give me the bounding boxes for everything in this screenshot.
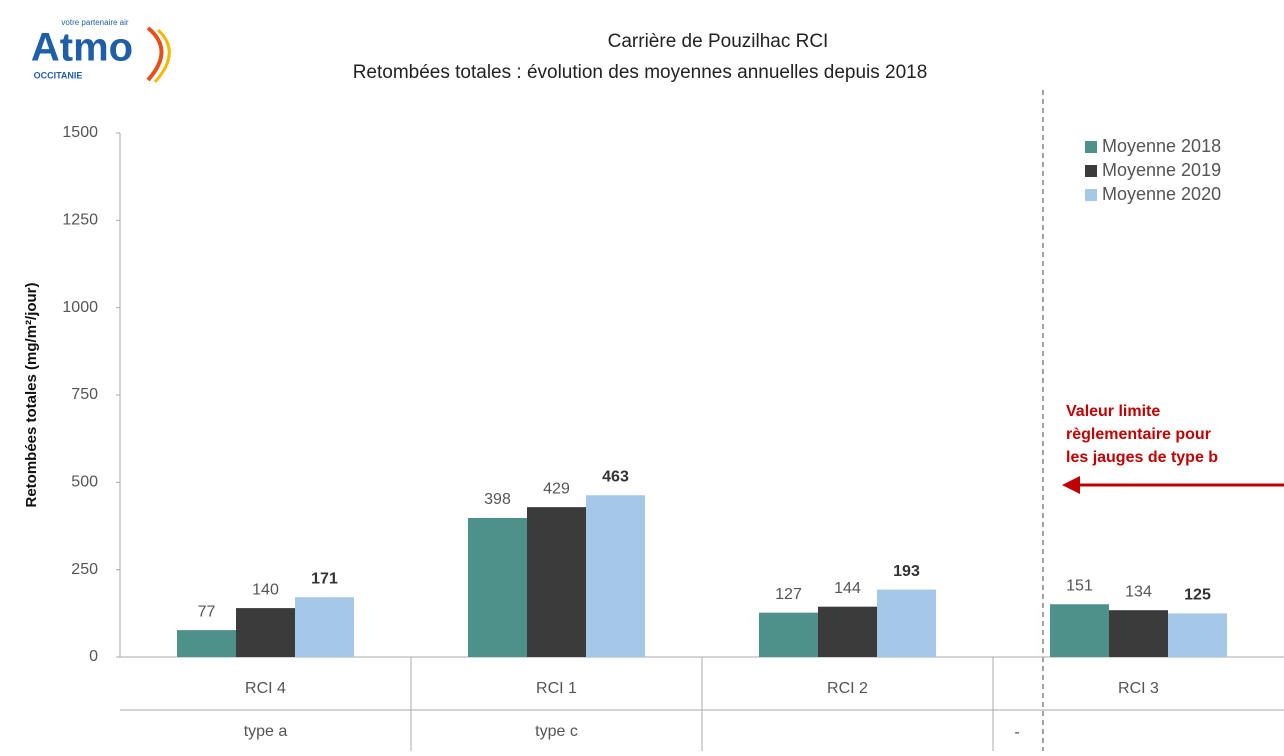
bar: [468, 517, 527, 657]
bar: [527, 507, 586, 657]
data-label: 193: [893, 563, 920, 580]
data-label: 77: [198, 603, 216, 620]
annotation: Valeur limite: [1066, 403, 1160, 420]
logo-region: OCCITANIE: [34, 70, 83, 80]
legend-label: Moyenne 2018: [1102, 136, 1221, 156]
bar: [236, 608, 295, 657]
x-sub-label: type a: [244, 723, 288, 740]
y-tick-label: 1250: [62, 212, 98, 229]
note: -: [1014, 724, 1019, 741]
y-tick-label: 1500: [62, 124, 98, 141]
x-tick-label: RCI 4: [245, 680, 286, 697]
chart-title: Carrière de Pouzilhac RCI: [608, 31, 829, 52]
data-label: 398: [484, 491, 511, 508]
bar: [1050, 604, 1109, 657]
y-tick-label: 750: [71, 386, 98, 403]
annotation: règlementaire pour: [1066, 426, 1211, 443]
annotation: les jauges de type b: [1066, 449, 1218, 466]
logo-arc: [153, 28, 171, 84]
x-tick-label: RCI 1: [536, 680, 577, 697]
legend-swatch: [1085, 189, 1097, 201]
logo-name: Atmo: [31, 26, 133, 70]
x-sub-label: type c: [535, 723, 578, 740]
logo-tagline: votre partenaire air: [61, 18, 128, 27]
data-label: 151: [1066, 577, 1093, 594]
data-label: 140: [252, 581, 279, 598]
y-axis-label: Retombées totales (mg/m²/jour): [23, 282, 40, 507]
x-tick-label: RCI 2: [827, 680, 868, 697]
x-tick-label: RCI 3: [1118, 680, 1159, 697]
data-label: 134: [1125, 583, 1152, 600]
logo-arc: [146, 26, 164, 82]
bar: [1109, 610, 1168, 657]
bar: [177, 630, 236, 657]
legend-swatch: [1085, 165, 1097, 177]
bar: [1168, 613, 1227, 657]
y-tick-label: 500: [71, 474, 98, 491]
bar: [586, 495, 645, 657]
legend-label: Moyenne 2020: [1102, 184, 1221, 204]
annotation-arrow-head: [1062, 476, 1080, 494]
data-label: 463: [602, 468, 629, 485]
data-label: 144: [834, 580, 861, 597]
data-label: 127: [775, 586, 802, 603]
bar: [295, 597, 354, 657]
chart-subtitle: Retombées totales : évolution des moyenn…: [353, 62, 928, 83]
y-tick-label: 1000: [62, 299, 98, 316]
bar: [877, 589, 936, 657]
data-label: 171: [311, 570, 338, 587]
data-label: 125: [1184, 587, 1211, 604]
legend-swatch: [1085, 141, 1097, 153]
data-label: 429: [543, 480, 570, 497]
legend-label: Moyenne 2019: [1102, 160, 1221, 180]
y-tick-label: 250: [71, 561, 98, 578]
y-tick-label: 0: [89, 648, 98, 665]
bar: [759, 612, 818, 657]
bar: [818, 606, 877, 657]
